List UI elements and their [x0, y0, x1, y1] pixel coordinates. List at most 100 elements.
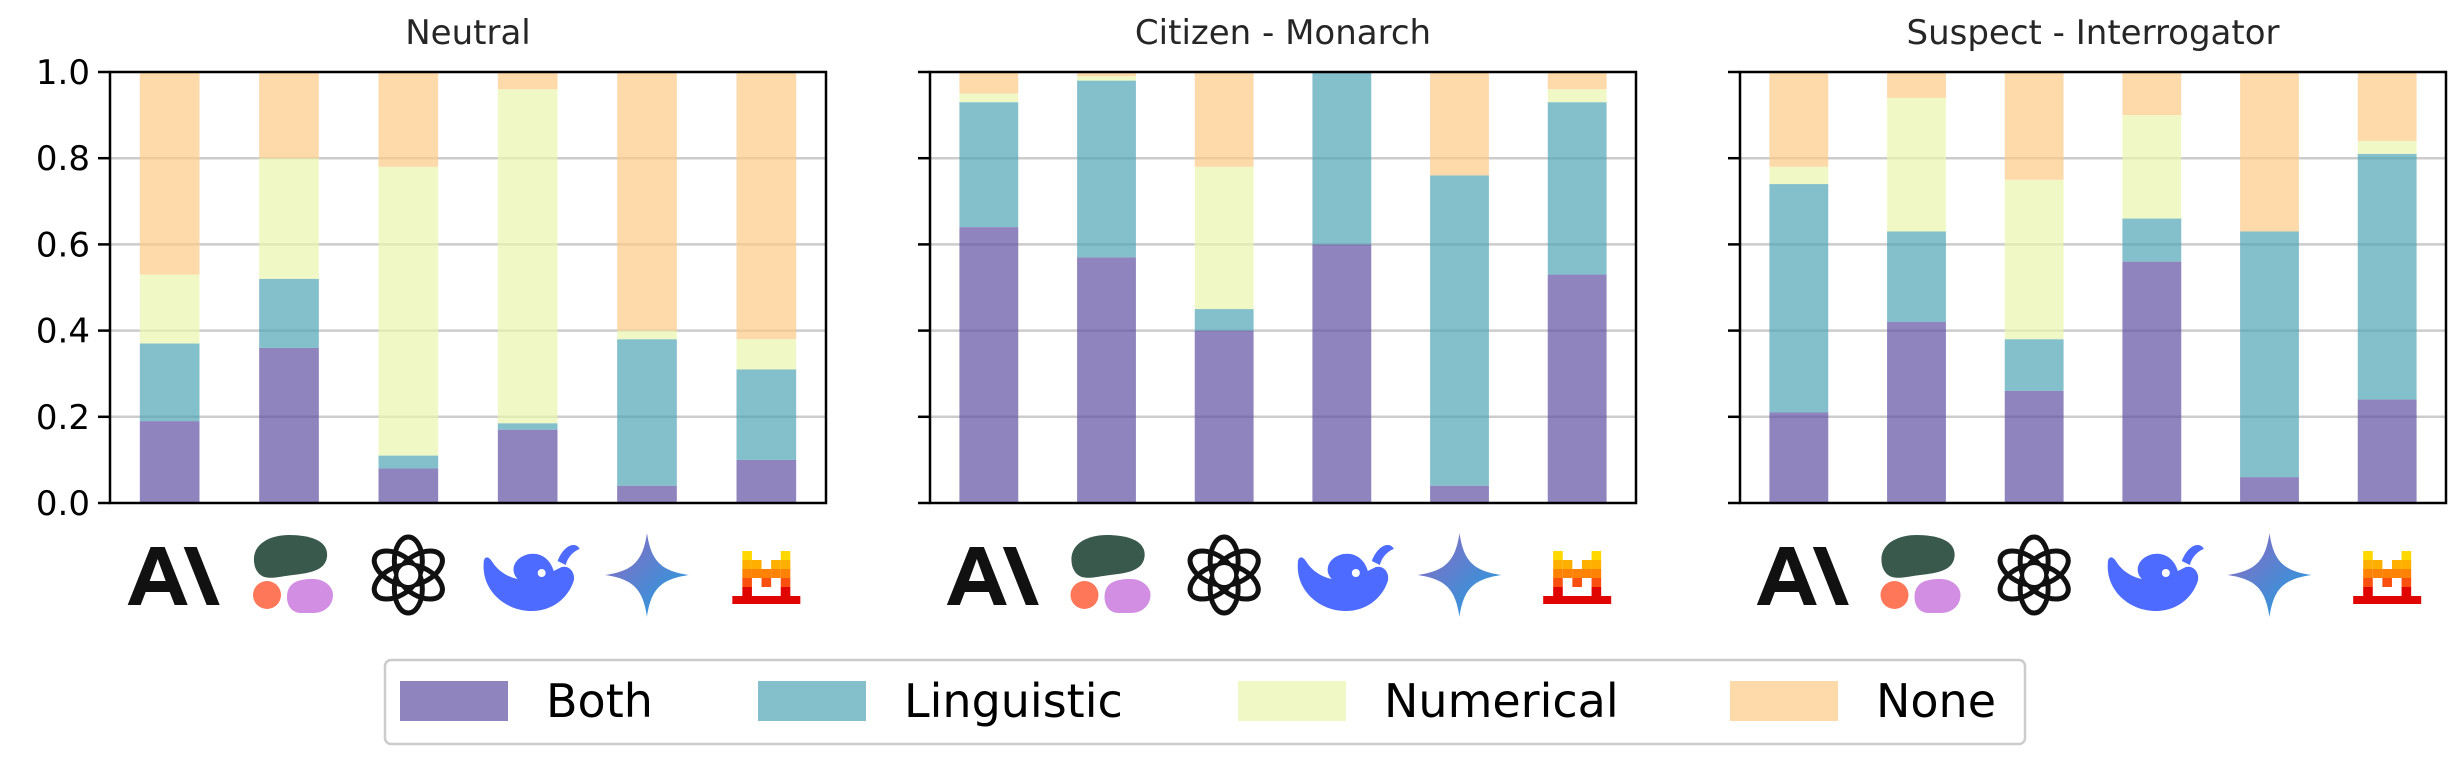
- bar-none-openai-logo: [378, 72, 439, 167]
- bar-linguistic-openai-logo: [1194, 309, 1254, 331]
- anthropic-slash-shape: [1002, 547, 1039, 605]
- mistral-block: [2363, 551, 2373, 560]
- mistral-block: [1591, 551, 1602, 560]
- bar-none-cohere-logo: [1887, 72, 1946, 98]
- bar-both-openai-logo: [378, 468, 439, 503]
- mistral-block: [1553, 560, 1563, 569]
- bar-numerical-deepseek-logo: [497, 89, 558, 424]
- cohere-logo: [1880, 535, 1961, 613]
- anthropic-logo: [1756, 547, 1849, 605]
- bar-both-openai-logo: [1194, 330, 1254, 503]
- bar-linguistic-openai-logo: [378, 455, 439, 469]
- mistral-block: [780, 551, 791, 560]
- mistral-logo: [2353, 551, 2422, 604]
- deepseek-whale-tail: [557, 545, 580, 565]
- mistral-block: [1562, 560, 1573, 569]
- mistral-block: [1572, 569, 1582, 578]
- mistral-block: [2401, 560, 2412, 569]
- openai-center: [398, 565, 419, 585]
- mistral-block: [1591, 569, 1602, 578]
- ytick-label: 0.0: [36, 484, 90, 524]
- openai-logo: [371, 534, 445, 616]
- deepseek-whale-body: [483, 553, 575, 611]
- mistral-block: [751, 569, 762, 578]
- deepseek-whale-tail: [1371, 545, 1394, 565]
- bar-none-openai-logo: [1194, 72, 1254, 167]
- mistral-base: [732, 596, 801, 604]
- cohere-purple-blob: [1104, 579, 1151, 613]
- subplot-title: Neutral: [405, 13, 531, 53]
- legend-swatch-none: [1730, 681, 1838, 721]
- bar-numerical-mistral-logo: [736, 339, 797, 370]
- mistral-block: [780, 569, 791, 578]
- anthropic-slash-shape: [1812, 547, 1849, 605]
- bar-none-openai-logo: [2004, 72, 2064, 180]
- bar-linguistic-deepseek-logo: [497, 423, 558, 430]
- bar-both-anthropic-logo: [959, 227, 1019, 503]
- bar-linguistic-mistral-logo: [2357, 153, 2417, 400]
- legend-label-none: None: [1876, 674, 1996, 728]
- mistral-base: [2353, 596, 2422, 604]
- bar-numerical-anthropic-logo: [959, 93, 1019, 103]
- bar-both-gemini-logo: [617, 485, 677, 503]
- bar-both-anthropic-logo: [1769, 412, 1829, 503]
- mistral-block: [2401, 569, 2412, 578]
- bar-none-mistral-logo: [2357, 72, 2417, 141]
- bar-linguistic-anthropic-logo: [959, 102, 1019, 228]
- mistral-block: [761, 569, 772, 578]
- cohere-dark-blob: [1881, 535, 1955, 578]
- openai-logo: [1187, 534, 1261, 616]
- cohere-orange-dot: [253, 581, 281, 609]
- bar-linguistic-cohere-logo: [1077, 80, 1136, 258]
- legend: Both Linguistic Numerical None: [383, 658, 2027, 746]
- mistral-block: [2363, 569, 2373, 578]
- bar-both-mistral-logo: [2357, 399, 2417, 503]
- bar-none-anthropic-logo: [139, 72, 200, 275]
- mistral-block: [1553, 551, 1563, 560]
- subplot-1: 0.0 0.2 0.4 0.6 0.8 1.0 Neutral: [36, 13, 828, 617]
- gemini-logo: [1417, 533, 1502, 617]
- legend-label-linguistic: Linguistic: [904, 674, 1123, 728]
- bar-both-deepseek-logo: [2122, 261, 2182, 503]
- mistral-block: [742, 569, 752, 578]
- bar-linguistic-anthropic-logo: [139, 343, 200, 422]
- mistral-block: [742, 587, 752, 596]
- deepseek-whale-body: [2107, 553, 2199, 611]
- bar-both-cohere-logo: [259, 347, 319, 503]
- legend-label-both: Both: [546, 674, 653, 728]
- deepseek-whale-eye: [1351, 569, 1360, 577]
- mistral-block: [2391, 569, 2402, 578]
- mistral-block: [2401, 578, 2412, 587]
- bar-numerical-cohere-logo: [1077, 76, 1136, 81]
- mistral-pad: [732, 551, 742, 604]
- mistral-pad: [1543, 551, 1553, 604]
- subplot-title: Suspect - Interrogator: [1906, 13, 2279, 53]
- bar-none-gemini-logo: [617, 72, 677, 331]
- openai-petal: [1997, 548, 2047, 588]
- gemini-sparkle: [605, 533, 689, 617]
- gemini-logo: [605, 533, 689, 617]
- ytick-label: 0.4: [36, 312, 90, 352]
- mistral-block: [2382, 569, 2392, 578]
- mistral-block: [2401, 551, 2412, 560]
- legend-swatch-numerical: [1238, 681, 1346, 721]
- deepseek-logo: [483, 545, 580, 611]
- bar-linguistic-gemini-logo: [2240, 231, 2299, 478]
- bar-linguistic-deepseek-logo: [2122, 218, 2182, 262]
- deepseek-whale-eye: [537, 569, 546, 577]
- mistral-block: [2363, 560, 2373, 569]
- bar-linguistic-openai-logo: [2004, 339, 2064, 391]
- ytick-label: 0.6: [36, 225, 90, 265]
- mistral-block: [2401, 587, 2412, 596]
- mistral-block: [2372, 569, 2383, 578]
- bar-none-gemini-logo: [2240, 72, 2299, 232]
- legend-swatch-linguistic: [758, 681, 866, 721]
- mistral-block: [742, 578, 752, 587]
- mistral-block: [780, 578, 791, 587]
- anthropic-a-shape: [1756, 547, 1817, 605]
- mistral-block: [1591, 587, 1602, 596]
- bar-linguistic-anthropic-logo: [1769, 184, 1829, 413]
- axes-frame: [928, 70, 1638, 505]
- deepseek-logo: [2107, 545, 2204, 611]
- bar-linguistic-gemini-logo: [1430, 175, 1489, 486]
